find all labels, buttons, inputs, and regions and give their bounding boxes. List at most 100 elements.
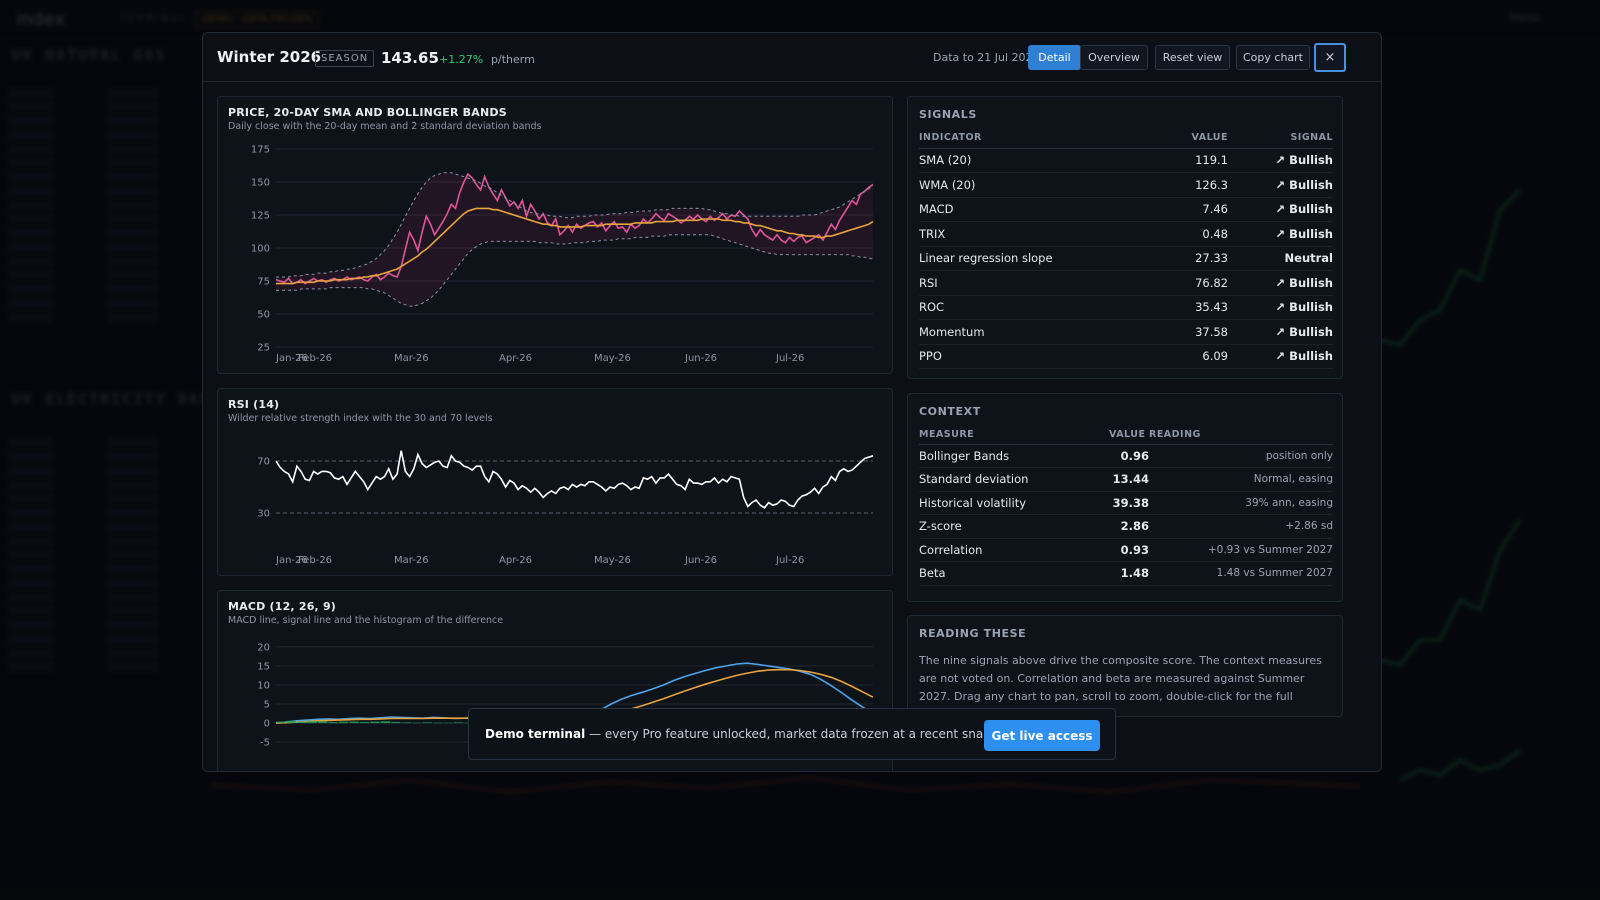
signal-badge: ↗ Bullish bbox=[1228, 319, 1333, 345]
x-tick-label: May-26 bbox=[594, 555, 631, 566]
x-tick-label: Jun-26 bbox=[684, 353, 717, 364]
context-measure: Correlation bbox=[919, 538, 1109, 562]
histogram-bar bbox=[338, 721, 349, 724]
histogram-bar bbox=[286, 720, 296, 724]
signal-row: PPO 6.09 ↗ Bullish bbox=[919, 344, 1333, 369]
x-tick-label: Jun-26 bbox=[684, 555, 717, 566]
signal-value: 6.09 bbox=[1148, 344, 1228, 369]
bg-menu-button[interactable]: Menu bbox=[1509, 11, 1540, 24]
bg-logo: index bbox=[16, 9, 66, 30]
reading-panel: READING THESE The nine signals above dri… bbox=[907, 615, 1343, 721]
last-price: 143.65 bbox=[381, 49, 439, 67]
signal-value: 76.82 bbox=[1148, 270, 1228, 296]
bg-chart-1 bbox=[1360, 189, 1520, 351]
bg-chart-2 bbox=[1360, 519, 1520, 671]
bg-row bbox=[8, 466, 198, 476]
bg-row bbox=[8, 200, 198, 210]
context-value: 13.44 bbox=[1109, 467, 1149, 492]
histogram-bar bbox=[422, 722, 433, 724]
signal-row: MACD 7.46 ↗ Bullish bbox=[919, 197, 1333, 222]
signal-badge: Neutral bbox=[1228, 246, 1333, 271]
col-value: VALUE bbox=[1148, 128, 1228, 149]
price-chart-panel[interactable]: PRICE, 20-DAY SMA AND BOLLINGER BANDS Da… bbox=[217, 96, 893, 374]
y-tick-label: 5 bbox=[264, 700, 270, 711]
bollinger-lower-line bbox=[276, 234, 873, 307]
col-ctx-value: VALUE bbox=[1109, 425, 1149, 445]
x-tick-label: Apr-26 bbox=[499, 555, 532, 566]
histogram-bar bbox=[359, 721, 370, 724]
reading-title: READING THESE bbox=[919, 627, 1027, 640]
col-measure: MEASURE bbox=[919, 425, 1109, 445]
signal-indicator: SMA (20) bbox=[919, 148, 1148, 173]
col-reading: READING bbox=[1149, 425, 1333, 445]
detail-tab[interactable]: Detail bbox=[1028, 45, 1081, 70]
bg-row bbox=[8, 494, 198, 504]
x-tick-label: Feb-26 bbox=[298, 555, 332, 566]
histogram-bar bbox=[296, 721, 307, 724]
context-row: Historical volatility 39.38 39% ann, easin… bbox=[919, 491, 1333, 515]
signal-indicator: RSI bbox=[919, 270, 1148, 296]
y-tick-label: 25 bbox=[257, 343, 270, 354]
x-tick-label: Jan-26 bbox=[275, 353, 308, 364]
histogram-bar bbox=[370, 721, 380, 724]
context-measure: Standard deviation bbox=[919, 467, 1109, 492]
signal-indicator: MACD bbox=[919, 197, 1148, 222]
signal-value: 0.48 bbox=[1148, 221, 1228, 247]
macd-chart-title: MACD (12, 26, 9) bbox=[228, 600, 337, 613]
x-tick-label: Apr-26 bbox=[499, 353, 532, 364]
bg-row bbox=[8, 116, 198, 126]
histogram-bar bbox=[401, 722, 412, 724]
context-row: Correlation 0.93 +0.93 vs Summer 2027 bbox=[919, 538, 1333, 562]
signal-badge: ↗ Bullish bbox=[1228, 197, 1333, 222]
y-tick-label: 20 bbox=[257, 642, 270, 653]
context-reading: 39% ann, easing bbox=[1149, 491, 1333, 515]
signals-title: SIGNALS bbox=[919, 108, 977, 121]
close-icon[interactable]: × bbox=[1314, 43, 1346, 72]
bg-row bbox=[8, 284, 198, 294]
price-chart-subtitle: Daily close with the 20-day mean and 2 s… bbox=[228, 121, 542, 132]
season-tag: SEASON bbox=[315, 50, 375, 67]
context-measure: Historical volatility bbox=[919, 491, 1109, 515]
macd-chart-subtitle: MACD line, signal line and the histogram… bbox=[228, 615, 504, 626]
y-tick-label: 50 bbox=[257, 310, 270, 321]
histogram-bar bbox=[317, 721, 328, 724]
signal-indicator: Momentum bbox=[919, 319, 1148, 345]
bg-row bbox=[8, 452, 198, 462]
bg-row bbox=[8, 144, 198, 154]
signal-row: TRIX 0.48 ↗ Bullish bbox=[919, 221, 1333, 247]
context-reading: +2.86 sd bbox=[1149, 514, 1333, 539]
series-line bbox=[275, 450, 874, 509]
bg-app-label: TERMINAL bbox=[120, 13, 187, 24]
bg-row bbox=[8, 256, 198, 266]
reset-view-button[interactable]: Reset view bbox=[1155, 45, 1230, 70]
y-tick-label: 0 bbox=[264, 719, 270, 730]
bg-demo-badge: DEMO · DATA FROZEN bbox=[195, 11, 320, 28]
bg-row bbox=[8, 536, 198, 546]
context-table: MEASURE VALUE READING Bollinger Bands 0.9… bbox=[919, 425, 1333, 586]
copy-chart-button[interactable]: Copy chart bbox=[1236, 45, 1310, 70]
signal-value: 27.33 bbox=[1148, 246, 1228, 271]
context-reading: +0.93 vs Summer 2027 bbox=[1149, 538, 1333, 562]
contract-title: Winter 2026 bbox=[217, 48, 322, 66]
signal-badge: ↗ Bullish bbox=[1228, 221, 1333, 247]
y-tick-label: 125 bbox=[251, 211, 270, 222]
bg-row bbox=[8, 298, 198, 308]
rsi-chart-panel[interactable]: RSI (14) Wilder relative strength index … bbox=[217, 388, 893, 576]
bg-row bbox=[8, 620, 198, 630]
demo-banner-bold: Demo terminal bbox=[485, 727, 586, 741]
context-reading: 1.48 vs Summer 2027 bbox=[1149, 561, 1333, 586]
bg-row bbox=[8, 214, 198, 224]
bg-row bbox=[8, 508, 198, 518]
bg-row bbox=[8, 102, 198, 112]
histogram-bar bbox=[433, 722, 443, 724]
get-live-access-button[interactable]: Get live access bbox=[984, 720, 1100, 751]
x-tick-label: May-26 bbox=[594, 353, 631, 364]
price-chart-title: PRICE, 20-DAY SMA AND BOLLINGER BANDS bbox=[228, 106, 507, 119]
histogram-bar bbox=[307, 721, 317, 724]
bg-row bbox=[8, 88, 198, 98]
histogram-bar bbox=[328, 721, 338, 724]
overview-tab[interactable]: Overview bbox=[1080, 45, 1148, 70]
